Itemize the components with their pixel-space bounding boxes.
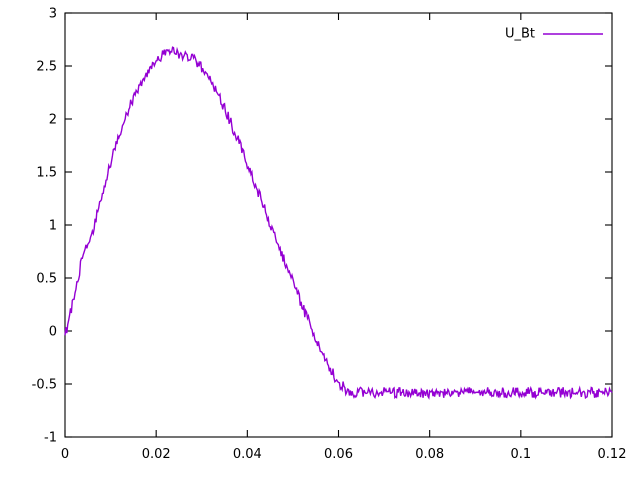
legend-label-u-bt: U_Bt [505, 27, 535, 42]
y-tick-label: 1 [49, 219, 57, 234]
x-axis-tick-labels: 0 0.02 0.04 0.06 0.08 0.1 0.12 [61, 447, 627, 462]
x-tick-label: 0.06 [324, 447, 353, 462]
y-tick-label: 2 [49, 113, 57, 128]
y-tick-label: 1.5 [36, 166, 57, 181]
y-tick-label: -1 [44, 431, 57, 446]
chart-legend: U_Bt [505, 27, 603, 42]
y-tick-label: -0.5 [32, 378, 57, 393]
y-tick-label: 2.5 [36, 60, 57, 75]
y-tick-label: 0.5 [36, 272, 57, 287]
x-tick-label: 0 [61, 447, 69, 462]
x-tick-label: 0.04 [233, 447, 262, 462]
y-tick-label: 0 [49, 325, 57, 340]
data-series-group [64, 46, 613, 400]
y-axis-tick-labels: 3 2.5 2 1.5 1 0.5 0 -0.5 -1 [32, 7, 57, 446]
x-tick-label: 0.1 [510, 447, 531, 462]
x-tick-label: 0.12 [598, 447, 627, 462]
x-tick-label: 0.02 [142, 447, 171, 462]
y-tick-label: 3 [49, 7, 57, 22]
plot-frame-border [64, 12, 613, 438]
series-line-u-bt [64, 46, 613, 400]
x-tick-label: 0.08 [415, 447, 444, 462]
